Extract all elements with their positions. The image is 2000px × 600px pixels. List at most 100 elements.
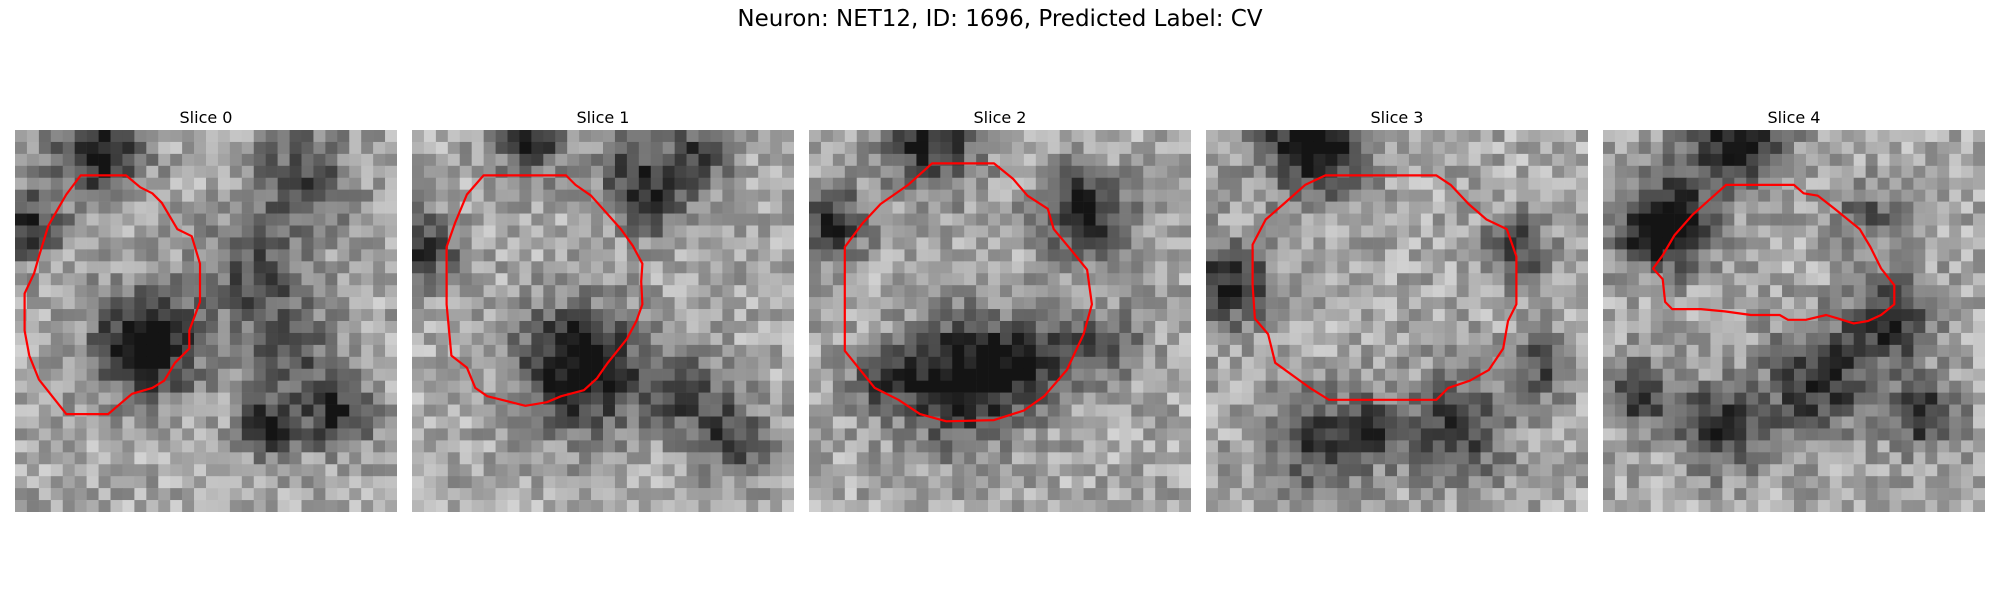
image-pixel	[325, 428, 338, 441]
image-pixel	[385, 201, 397, 214]
image-pixel	[1397, 440, 1410, 453]
image-pixel	[1206, 368, 1219, 381]
image-pixel	[495, 476, 508, 489]
image-pixel	[349, 285, 362, 298]
image-pixel	[1119, 165, 1132, 179]
image-pixel	[1023, 213, 1037, 226]
image-pixel	[710, 321, 723, 334]
image-pixel	[734, 213, 747, 226]
image-pixel	[1504, 404, 1517, 417]
image-pixel	[134, 153, 147, 167]
image-pixel	[253, 285, 266, 298]
image-pixel	[349, 428, 362, 441]
image-pixel	[1698, 285, 1711, 298]
image-pixel	[976, 225, 989, 238]
image-pixel	[507, 428, 520, 441]
image-pixel	[217, 201, 231, 214]
image-pixel	[170, 189, 183, 202]
image-pixel	[459, 225, 472, 238]
image-pixel	[206, 344, 219, 358]
image-pixel	[868, 309, 881, 322]
image-pixel	[1576, 392, 1588, 405]
image-pixel	[1504, 464, 1517, 477]
image-pixel	[892, 404, 905, 417]
image-pixel	[1877, 261, 1890, 274]
image-pixel	[385, 130, 397, 143]
image-pixel	[50, 368, 64, 381]
image-pixel	[158, 452, 171, 465]
image-pixel	[146, 416, 159, 429]
image-pixel	[158, 344, 171, 358]
image-pixel	[1217, 428, 1231, 441]
image-pixel	[1758, 153, 1771, 167]
image-pixel	[662, 356, 675, 370]
image-pixel	[1516, 404, 1529, 417]
image-pixel	[686, 321, 699, 334]
image-pixel	[1638, 165, 1652, 179]
image-pixel	[1829, 165, 1843, 179]
image-pixel	[964, 452, 977, 465]
image-pixel	[122, 141, 135, 155]
image-pixel	[1758, 141, 1771, 155]
image-pixel	[758, 130, 771, 143]
image-pixel	[241, 261, 255, 274]
image-pixel	[674, 392, 687, 405]
image-pixel	[1638, 440, 1652, 453]
image-pixel	[1528, 165, 1541, 179]
image-pixel	[952, 452, 965, 465]
image-pixel	[1650, 428, 1663, 441]
image-pixel	[1817, 165, 1831, 179]
image-pixel	[1973, 297, 1985, 310]
image-pixel	[206, 249, 219, 262]
image-pixel	[758, 416, 771, 429]
image-pixel	[591, 452, 604, 465]
image-pixel	[38, 189, 52, 202]
image-pixel	[1865, 404, 1878, 417]
image-pixel	[543, 297, 556, 310]
image-pixel	[638, 452, 652, 465]
image-pixel	[1397, 273, 1410, 286]
image-pixel	[1576, 297, 1588, 310]
image-pixel	[1179, 237, 1191, 250]
image-pixel	[1071, 225, 1084, 238]
image-pixel	[856, 500, 869, 512]
image-pixel	[1504, 201, 1517, 214]
image-pixel	[1794, 237, 1807, 250]
image-pixel	[1444, 392, 1457, 405]
image-pixel	[1420, 356, 1434, 370]
image-pixel	[1638, 213, 1652, 226]
image-pixel	[507, 225, 520, 238]
image-pixel	[591, 237, 604, 250]
image-pixel	[313, 452, 326, 465]
image-pixel	[1552, 356, 1565, 370]
image-pixel	[904, 225, 917, 238]
image-pixel	[1349, 249, 1362, 262]
image-pixel	[1155, 261, 1168, 274]
image-pixel	[110, 321, 123, 334]
image-pixel	[241, 153, 255, 167]
image-pixel	[916, 309, 929, 322]
image-pixel	[86, 392, 99, 405]
image-pixel	[289, 297, 302, 310]
image-pixel	[1782, 428, 1795, 441]
image-pixel	[710, 380, 723, 393]
image-pixel	[1301, 130, 1314, 143]
image-pixel	[1770, 153, 1783, 167]
image-pixel	[495, 189, 508, 202]
image-pixel	[579, 153, 592, 167]
image-pixel	[746, 356, 759, 370]
image-pixel	[868, 141, 881, 155]
image-pixel	[1265, 249, 1278, 262]
image-pixel	[206, 261, 219, 274]
image-pixel	[988, 321, 1001, 334]
image-pixel	[1206, 332, 1219, 346]
image-pixel	[976, 213, 989, 226]
image-pixel	[686, 476, 699, 489]
image-pixel	[325, 225, 338, 238]
image-pixel	[1241, 153, 1255, 167]
image-pixel	[110, 464, 123, 477]
image-pixel	[964, 332, 977, 346]
image-pixel	[349, 416, 362, 429]
image-pixel	[277, 189, 290, 202]
image-pixel	[940, 213, 953, 226]
